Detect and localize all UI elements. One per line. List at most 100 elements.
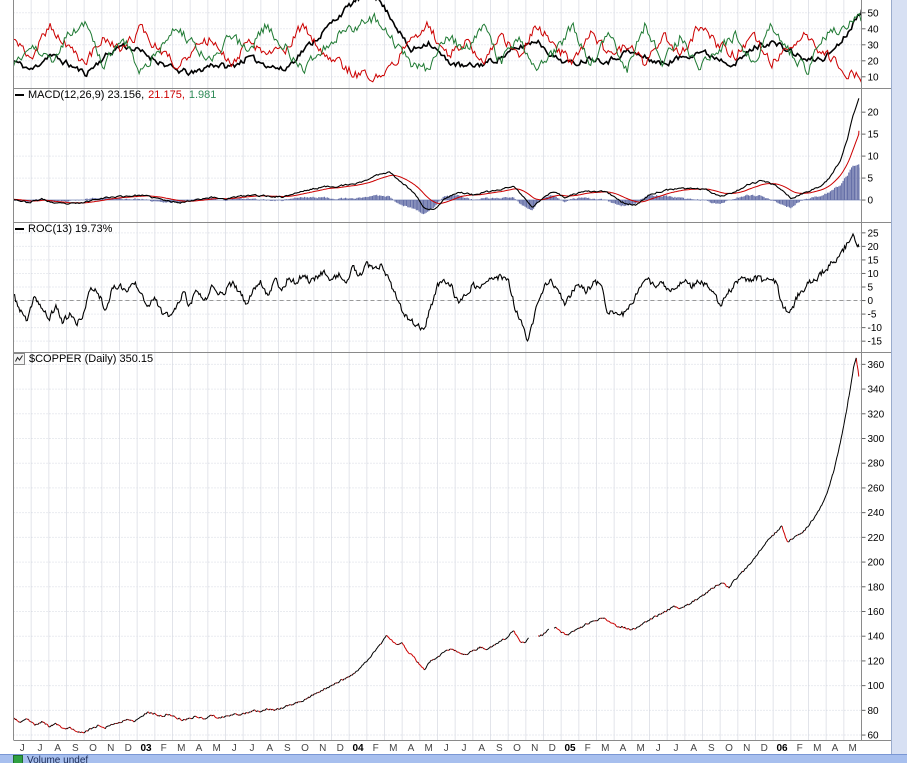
chart-style-icon[interactable]: [13, 353, 25, 365]
roc-legend: ROC(13) 19.73%: [15, 223, 112, 235]
svg-text:O: O: [725, 743, 733, 754]
svg-text:M: M: [601, 743, 609, 754]
macd-legend: MACD(12,26,9) 23.156, 21.175, 1.981: [15, 89, 216, 101]
svg-text:S: S: [72, 743, 79, 754]
svg-text:J: J: [656, 743, 661, 754]
svg-text:20: 20: [868, 108, 880, 119]
price-label: $COPPER (Daily) 350.15: [29, 353, 154, 365]
svg-text:J: J: [232, 743, 237, 754]
right-margin: [891, 0, 907, 754]
svg-text:320: 320: [868, 409, 885, 420]
svg-text:N: N: [107, 743, 114, 754]
svg-text:-5: -5: [868, 310, 877, 321]
svg-text:140: 140: [868, 632, 885, 643]
svg-text:D: D: [761, 743, 768, 754]
svg-text:A: A: [690, 743, 697, 754]
svg-text:F: F: [373, 743, 379, 754]
svg-text:03: 03: [140, 743, 152, 754]
svg-text:5: 5: [868, 283, 874, 294]
svg-text:120: 120: [868, 656, 885, 667]
gridlines: [13, 0, 862, 740]
svg-text:M: M: [637, 743, 645, 754]
svg-text:300: 300: [868, 434, 885, 445]
svg-text:340: 340: [868, 385, 885, 396]
volume-indicator-row[interactable]: Volume undef: [0, 754, 907, 763]
svg-text:J: J: [250, 743, 255, 754]
panel-macd: [13, 98, 862, 215]
svg-text:04: 04: [352, 743, 364, 754]
panel-copper-price: [13, 357, 860, 734]
svg-text:100: 100: [868, 681, 885, 692]
svg-text:J: J: [20, 743, 25, 754]
svg-text:220: 220: [868, 533, 885, 544]
panel-top-oscillator: [13, 0, 862, 84]
x-axis-labels: J J A S O N D 03 F M A M J J A S O N D 04 F M A M J J A S O N D 05 F M A M J…: [20, 743, 857, 754]
svg-text:J: J: [38, 743, 43, 754]
svg-text:M: M: [813, 743, 821, 754]
svg-text:60: 60: [868, 731, 880, 742]
volume-label: Volume undef: [27, 755, 89, 763]
macd-label: MACD(12,26,9) 23.156,: [28, 89, 145, 101]
svg-text:O: O: [89, 743, 97, 754]
svg-text:40: 40: [868, 24, 880, 35]
svg-text:-10: -10: [868, 323, 883, 334]
svg-text:0: 0: [868, 196, 874, 207]
svg-text:S: S: [708, 743, 715, 754]
svg-text:10: 10: [868, 72, 880, 83]
svg-text:A: A: [54, 743, 61, 754]
svg-text:A: A: [196, 743, 203, 754]
svg-text:280: 280: [868, 459, 885, 470]
svg-text:30: 30: [868, 40, 880, 51]
svg-text:15: 15: [868, 130, 880, 141]
svg-text:240: 240: [868, 508, 885, 519]
svg-text:A: A: [266, 743, 273, 754]
legend-line-swatch: [15, 94, 24, 96]
svg-text:D: D: [549, 743, 556, 754]
volume-icon: [13, 755, 23, 763]
svg-text:J: J: [674, 743, 679, 754]
svg-text:5: 5: [868, 174, 874, 185]
svg-text:A: A: [620, 743, 627, 754]
svg-text:A: A: [408, 743, 415, 754]
svg-text:180: 180: [868, 582, 885, 593]
svg-text:25: 25: [868, 228, 880, 239]
svg-text:S: S: [496, 743, 503, 754]
svg-text:F: F: [797, 743, 803, 754]
svg-text:S: S: [284, 743, 291, 754]
svg-text:N: N: [743, 743, 750, 754]
svg-text:J: J: [462, 743, 467, 754]
macd-signal-value: 21.175,: [148, 89, 185, 101]
svg-text:M: M: [389, 743, 397, 754]
svg-text:05: 05: [564, 743, 576, 754]
svg-text:260: 260: [868, 483, 885, 494]
panel-roc: [13, 232, 862, 343]
svg-text:M: M: [177, 743, 185, 754]
svg-text:N: N: [319, 743, 326, 754]
svg-text:A: A: [478, 743, 485, 754]
svg-text:360: 360: [868, 360, 885, 371]
svg-text:M: M: [213, 743, 221, 754]
y-axis-labels: 5040302010201510502520151050-5-10-153603…: [861, 8, 885, 742]
svg-text:N: N: [531, 743, 538, 754]
macd-histogram-value: 1.981: [188, 89, 217, 101]
svg-text:A: A: [832, 743, 839, 754]
svg-text:O: O: [513, 743, 521, 754]
svg-text:160: 160: [868, 607, 885, 618]
svg-text:10: 10: [868, 269, 880, 280]
svg-text:-15: -15: [868, 337, 883, 348]
svg-text:10: 10: [868, 152, 880, 163]
price-legend: $COPPER (Daily) 350.15: [13, 353, 153, 365]
svg-text:J: J: [444, 743, 449, 754]
svg-text:F: F: [161, 743, 167, 754]
svg-text:D: D: [125, 743, 132, 754]
svg-text:200: 200: [868, 558, 885, 569]
svg-text:O: O: [301, 743, 309, 754]
legend-line-swatch: [15, 228, 24, 230]
svg-text:80: 80: [868, 706, 880, 717]
svg-text:M: M: [425, 743, 433, 754]
svg-text:06: 06: [776, 743, 788, 754]
svg-text:M: M: [849, 743, 857, 754]
svg-text:50: 50: [868, 8, 880, 19]
